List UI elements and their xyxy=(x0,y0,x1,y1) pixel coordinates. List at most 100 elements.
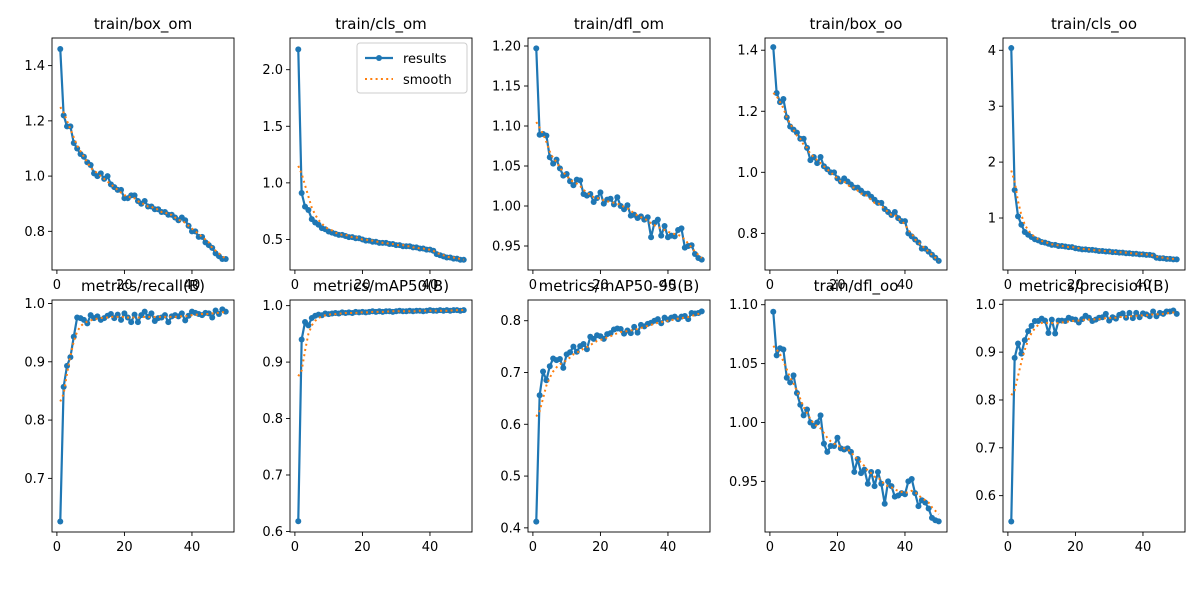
y-tick-label: 1.4 xyxy=(24,59,45,74)
results-point xyxy=(1008,45,1015,52)
results-point xyxy=(824,448,831,455)
results-point xyxy=(627,330,634,337)
x-tick-label: 20 xyxy=(1067,278,1084,293)
x-tick-label: 0 xyxy=(766,540,774,555)
x-tick-label: 0 xyxy=(1004,278,1012,293)
results-point xyxy=(305,322,312,329)
results-point xyxy=(874,468,881,475)
y-tick-label: 0.6 xyxy=(500,418,521,433)
y-tick-label: 1.0 xyxy=(24,170,45,185)
axes-frame xyxy=(527,37,711,271)
x-tick-label: 40 xyxy=(897,540,914,555)
results-point xyxy=(556,165,563,172)
legend-results-label: results xyxy=(403,52,447,67)
results-point xyxy=(295,46,302,53)
subplot-title: train/cls_om xyxy=(335,15,427,34)
subplot-title: metrics/mAP50-95(B) xyxy=(539,277,700,295)
results-point xyxy=(161,312,168,319)
results-point xyxy=(560,364,567,371)
subplot-title: train/box_oo xyxy=(810,15,903,34)
subplot-metrics-map50-b-: metrics/mAP50(B) 0 20 40 0.6 0.7 0.8 0.9 1.0 xyxy=(262,277,473,555)
y-tick-label: 1.0 xyxy=(24,297,45,312)
x-tick-label: 20 xyxy=(592,278,609,293)
y-tick-label: 0.95 xyxy=(492,240,521,255)
results-point xyxy=(654,216,661,223)
y-tick-label: 0.9 xyxy=(975,346,996,361)
axes-frame xyxy=(764,299,948,533)
results-point xyxy=(688,242,695,249)
results-point xyxy=(820,440,827,447)
results-point xyxy=(118,186,125,193)
results-point xyxy=(790,372,797,379)
results-point xyxy=(773,89,780,96)
results-point xyxy=(567,178,574,185)
results-point xyxy=(540,368,547,375)
x-tick-label: 20 xyxy=(116,278,133,293)
results-point xyxy=(1173,310,1180,317)
results-point xyxy=(128,319,135,326)
y-tick-label: 1.0 xyxy=(975,298,996,313)
x-tick-label: 20 xyxy=(829,278,846,293)
axes-frame xyxy=(1002,299,1186,533)
results-point xyxy=(57,518,64,525)
results-point xyxy=(460,307,467,314)
results-point xyxy=(573,348,580,355)
y-tick-label: 0.5 xyxy=(500,470,521,485)
subplot-title: metrics/recall(B) xyxy=(81,277,205,295)
results-point xyxy=(305,207,312,214)
results-point xyxy=(57,46,64,53)
results-point xyxy=(908,476,915,483)
results-point xyxy=(104,173,111,180)
y-tick-label: 0.8 xyxy=(500,314,521,329)
results-point xyxy=(1052,330,1059,337)
results-point xyxy=(570,343,577,350)
x-tick-label: 40 xyxy=(660,540,677,555)
y-tick-label: 3 xyxy=(988,100,996,115)
results-point xyxy=(533,518,540,525)
y-tick-label: 1.20 xyxy=(492,40,521,55)
subplot-title: train/dfl_oo xyxy=(814,277,899,296)
results-point xyxy=(222,308,229,315)
y-tick-label: 0.7 xyxy=(500,366,521,381)
results-point xyxy=(864,480,871,487)
y-tick-label: 0.8 xyxy=(737,227,758,242)
results-point xyxy=(1045,330,1052,337)
y-tick-label: 1.2 xyxy=(24,114,45,129)
y-tick-label: 2.0 xyxy=(262,63,283,78)
smooth-line xyxy=(535,121,703,259)
results-point xyxy=(600,200,607,207)
results-point xyxy=(685,316,692,323)
results-point xyxy=(658,320,665,327)
y-tick-label: 0.8 xyxy=(262,412,283,427)
y-tick-label: 0.7 xyxy=(24,472,45,487)
results-point xyxy=(1133,309,1140,316)
results-point xyxy=(658,232,665,239)
y-tick-label: 1.10 xyxy=(492,120,521,135)
results-point xyxy=(590,199,597,205)
results-point xyxy=(580,341,587,348)
results-point xyxy=(922,499,929,506)
x-tick-label: 40 xyxy=(1135,540,1152,555)
results-point xyxy=(84,320,91,327)
results-point xyxy=(624,202,631,209)
x-tick-label: 0 xyxy=(53,278,61,293)
x-tick-label: 20 xyxy=(1067,540,1084,555)
results-point xyxy=(891,209,898,215)
results-point xyxy=(607,195,614,202)
x-tick-label: 40 xyxy=(660,278,677,293)
results-point xyxy=(871,483,878,490)
results-point xyxy=(817,412,824,419)
results-point xyxy=(661,223,668,229)
results-point xyxy=(698,308,705,315)
results-point xyxy=(814,419,821,426)
y-tick-label: 1.10 xyxy=(729,298,758,313)
results-point xyxy=(298,336,305,343)
results-point xyxy=(563,171,570,177)
axes-frame xyxy=(289,299,473,533)
x-tick-label: 20 xyxy=(354,540,371,555)
subplot-metrics-recall-b-: metrics/recall(B) 0 20 40 0.7 0.8 0.9 1.0 xyxy=(24,277,235,555)
y-tick-label: 1.5 xyxy=(262,120,283,135)
results-point xyxy=(141,308,148,315)
results-point xyxy=(925,505,932,512)
subplot-title: metrics/mAP50(B) xyxy=(313,277,449,295)
